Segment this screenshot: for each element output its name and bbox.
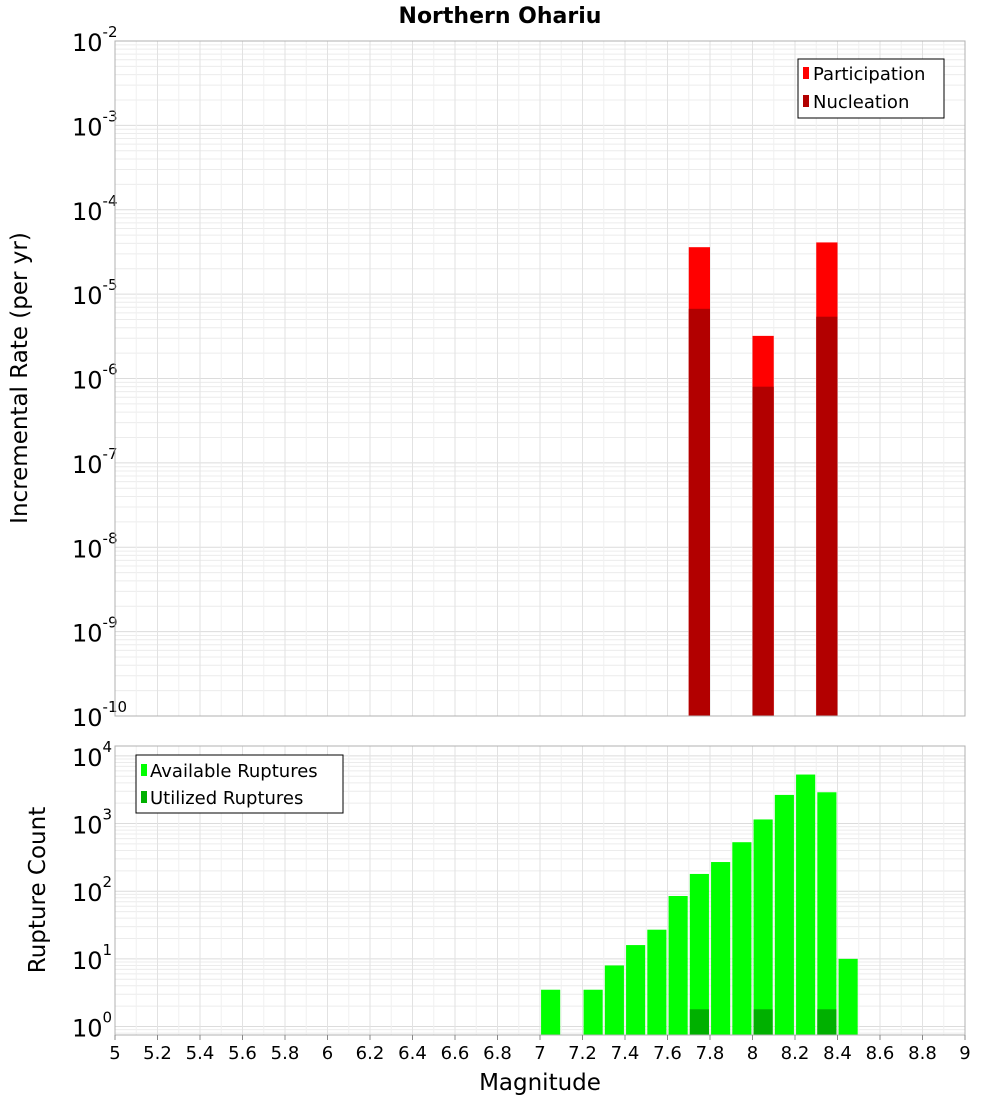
x-tick-label: 5.4	[186, 1043, 215, 1064]
bar-available-ruptures	[711, 862, 731, 1035]
x-tick-label: 7.2	[568, 1043, 597, 1064]
x-tick-label: 9	[959, 1043, 970, 1064]
rate-y-tick-label: 10-8	[72, 529, 118, 563]
count-bars	[541, 774, 858, 1035]
legend-label-utilized-ruptures: Utilized Ruptures	[150, 788, 303, 809]
x-tick-label: 8.4	[823, 1043, 852, 1064]
bar-available-ruptures	[774, 794, 794, 1035]
rate-y-tick-label: 10-4	[72, 192, 118, 226]
bar-nucleation	[752, 386, 774, 716]
bar-utilized-ruptures	[689, 1009, 709, 1035]
bar-available-ruptures	[583, 989, 603, 1035]
count-legend: Available Ruptures Utilized Ruptures	[135, 754, 344, 814]
rate-y-ticks: 10-2 10-3 10-4 10-5 10-6 10-7 10-8 10-9 10-10	[72, 23, 127, 732]
rate-y-tick-label: 10-2	[72, 23, 118, 57]
rate-y-tick-label: 10-9	[72, 614, 118, 648]
bar-available-ruptures	[753, 819, 773, 1035]
x-tick-label: 8	[747, 1043, 758, 1064]
bar-available-ruptures	[732, 842, 752, 1035]
count-y-tick-label: 100	[72, 1009, 112, 1043]
x-tick-label: 6	[322, 1043, 333, 1064]
x-tick-label: 8.8	[908, 1043, 937, 1064]
rate-y-axis-label: Incremental Rate (per yr)	[7, 232, 33, 524]
legend-swatch-nucleation	[803, 95, 809, 107]
count-y-tick-label: 102	[72, 873, 112, 907]
rate-legend: Participation Nucleation	[797, 58, 945, 119]
bar-available-ruptures	[647, 929, 667, 1035]
x-tick-label: 7.6	[653, 1043, 682, 1064]
x-tick-label: 7	[534, 1043, 545, 1064]
magnitude-x-ticks: 5 5.2 5.4 5.6 5.8 6 6.2 6.4 6.6 6.8 7 7.2 7.4 7.6 7.8 8…	[109, 1035, 971, 1064]
rate-y-tick-label: 10-5	[72, 276, 118, 310]
x-tick-label: 7.4	[611, 1043, 640, 1064]
count-y-tick-label: 101	[72, 941, 112, 975]
bar-available-ruptures	[838, 958, 858, 1035]
count-y-tick-label: 103	[72, 806, 112, 840]
bar-available-ruptures	[541, 989, 561, 1035]
chart-title: Northern Ohariu	[399, 4, 602, 29]
x-tick-label: 5.6	[228, 1043, 257, 1064]
rate-legend-box	[797, 58, 945, 119]
bar-available-ruptures	[604, 965, 624, 1035]
legend-swatch-available-ruptures	[141, 764, 147, 776]
legend-swatch-participation	[803, 67, 809, 79]
bar-available-ruptures	[796, 774, 816, 1035]
x-tick-label: 6.6	[441, 1043, 470, 1064]
rate-bars	[688, 242, 838, 716]
legend-label-nucleation: Nucleation	[813, 92, 909, 113]
count-legend-box	[135, 754, 344, 814]
rate-plot-frame	[114, 40, 966, 717]
count-y-tick-label: 104	[72, 738, 112, 772]
bar-utilized-ruptures	[753, 1009, 773, 1035]
x-tick-label: 6.8	[483, 1043, 512, 1064]
legend-label-available-ruptures: Available Ruptures	[150, 761, 318, 782]
count-y-ticks: 104 103 102 101 100	[72, 738, 112, 1043]
x-tick-label: 5.2	[143, 1043, 172, 1064]
x-axis-label: Magnitude	[479, 1070, 601, 1096]
rate-y-tick-label: 10-3	[72, 107, 118, 141]
x-tick-label: 8.2	[781, 1043, 810, 1064]
legend-swatch-utilized-ruptures	[141, 791, 147, 803]
bar-available-ruptures	[817, 792, 837, 1035]
bar-available-ruptures	[689, 873, 709, 1035]
bar-nucleation	[816, 316, 838, 716]
count-y-axis-label: Rupture Count	[25, 807, 51, 973]
bar-available-ruptures	[626, 945, 646, 1035]
x-tick-label: 6.2	[356, 1043, 385, 1064]
x-tick-label: 7.8	[696, 1043, 725, 1064]
bar-available-ruptures	[668, 895, 688, 1035]
legend-label-participation: Participation	[813, 64, 925, 85]
rate-y-tick-label: 10-6	[72, 361, 118, 395]
bar-utilized-ruptures	[817, 1009, 837, 1035]
x-tick-label: 5.8	[271, 1043, 300, 1064]
rate-y-tick-label: 10-7	[72, 445, 118, 479]
x-tick-label: 6.4	[398, 1043, 427, 1064]
x-tick-label: 8.6	[866, 1043, 895, 1064]
x-tick-label: 5	[109, 1043, 120, 1064]
bar-nucleation	[688, 308, 710, 716]
rate-y-tick-label: 10-10	[72, 698, 127, 732]
